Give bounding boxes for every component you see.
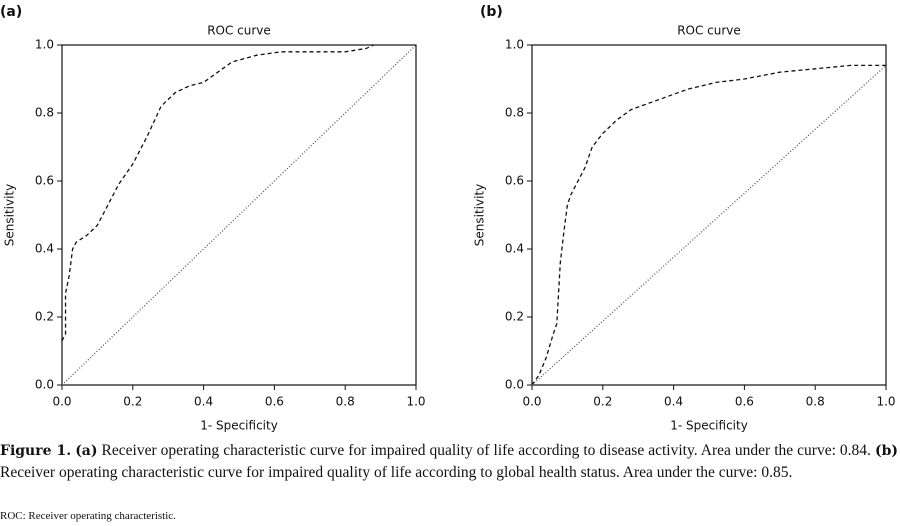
y-tick-label: 0.8 xyxy=(35,106,54,120)
y-axis-label: Sensitivity xyxy=(473,184,487,246)
chart-title: ROC curve xyxy=(207,24,271,38)
panel-ref: (b) xyxy=(874,443,899,459)
chart-title: ROC curve xyxy=(677,24,741,38)
x-tick-label: 0.6 xyxy=(735,395,754,409)
y-tick-label: 1.0 xyxy=(35,38,54,52)
y-tick-label: 0.0 xyxy=(505,378,524,392)
x-tick-label: 0.4 xyxy=(664,395,683,409)
x-tick-label: 0.0 xyxy=(522,395,541,409)
x-axis-label: 1- Specificity xyxy=(200,419,278,433)
y-tick-label: 0.4 xyxy=(35,242,54,256)
figure: (a) ROC curve 1- Specificity Sensitivity 0.0… xyxy=(0,4,896,433)
panel-label: (a) xyxy=(0,4,22,20)
y-tick-label: 0.2 xyxy=(505,310,524,324)
x-tick-label: 0.6 xyxy=(265,395,284,409)
x-tick-label: 0.8 xyxy=(336,395,355,409)
panel-ref: (a) xyxy=(75,443,98,459)
x-tick-label: 1.0 xyxy=(876,395,895,409)
x-tick-label: 0.2 xyxy=(123,395,142,409)
y-tick-label: 0.2 xyxy=(35,310,54,324)
x-tick-label: 0.4 xyxy=(194,395,213,409)
caption-text: Receiver operating characteristic curve … xyxy=(101,442,871,459)
x-tick-label: 0.2 xyxy=(593,395,612,409)
roc-line xyxy=(61,44,417,386)
caption: Figure 1. (a) Receiver operating charact… xyxy=(0,440,898,483)
plot-frame xyxy=(531,44,887,386)
roc-line xyxy=(531,64,886,386)
y-tick-label: 1.0 xyxy=(505,38,524,52)
x-tick-label: 0.0 xyxy=(52,395,71,409)
roc-line xyxy=(61,44,374,342)
x-tick-label: 0.8 xyxy=(806,395,825,409)
caption-text: Receiver operating characteristic curve … xyxy=(0,464,793,481)
y-axis-label: Sensitivity xyxy=(3,184,17,246)
y-tick-label: 0.8 xyxy=(505,106,524,120)
plot-frame xyxy=(61,44,417,386)
y-tick-label: 0.6 xyxy=(505,174,524,188)
roc-line xyxy=(531,64,887,386)
panel-label: (b) xyxy=(480,4,503,20)
x-tick-label: 1.0 xyxy=(406,395,425,409)
y-tick-label: 0.4 xyxy=(505,242,524,256)
x-axis-label: 1- Specificity xyxy=(670,419,748,433)
y-tick-label: 0.0 xyxy=(35,378,54,392)
caption-note: ROC: Receiver operating characteristic. xyxy=(0,510,176,522)
figure-label: Figure 1. xyxy=(0,443,72,459)
y-tick-label: 0.6 xyxy=(35,174,54,188)
